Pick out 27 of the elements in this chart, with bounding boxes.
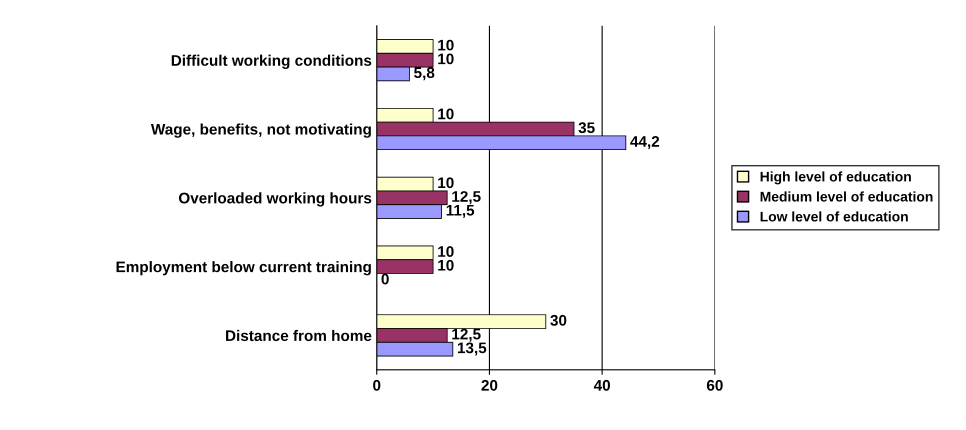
x-tick-label: 20 [481,380,498,391]
legend-label: Medium level of education [760,191,932,202]
legend-label: Low level of education [760,211,908,222]
data-label: 12,5 [452,191,481,204]
y-tick-label: Difficult working conditions [172,54,372,69]
data-label: 10 [438,260,454,271]
data-label: 10 [438,246,454,257]
legend-label: High level of education [760,171,911,184]
y-tick-label: Overloaded working hours [178,192,372,207]
data-label: 5,8 [414,67,434,80]
data-label: 10 [438,53,454,64]
x-tick-label: 40 [594,380,610,391]
data-label: 35 [578,122,595,134]
x-tick-label: 60 [706,380,723,391]
data-label: 10 [438,108,454,120]
data-label: 0 [382,274,389,284]
data-label: 10 [438,40,454,51]
y-tick-label: Employment below current training [116,261,371,276]
y-tick-label: Distance from home [226,330,372,342]
data-label: 13,5 [458,342,486,356]
data-label: 12,5 [452,328,481,342]
data-label: 11,5 [446,205,474,218]
data-label: 30 [550,314,566,326]
x-tick-label: 0 [373,380,380,391]
data-label: 10 [438,177,454,188]
y-tick-label: Wage, benefits, not motivating [150,123,371,138]
data-label: 44,2 [630,136,660,150]
